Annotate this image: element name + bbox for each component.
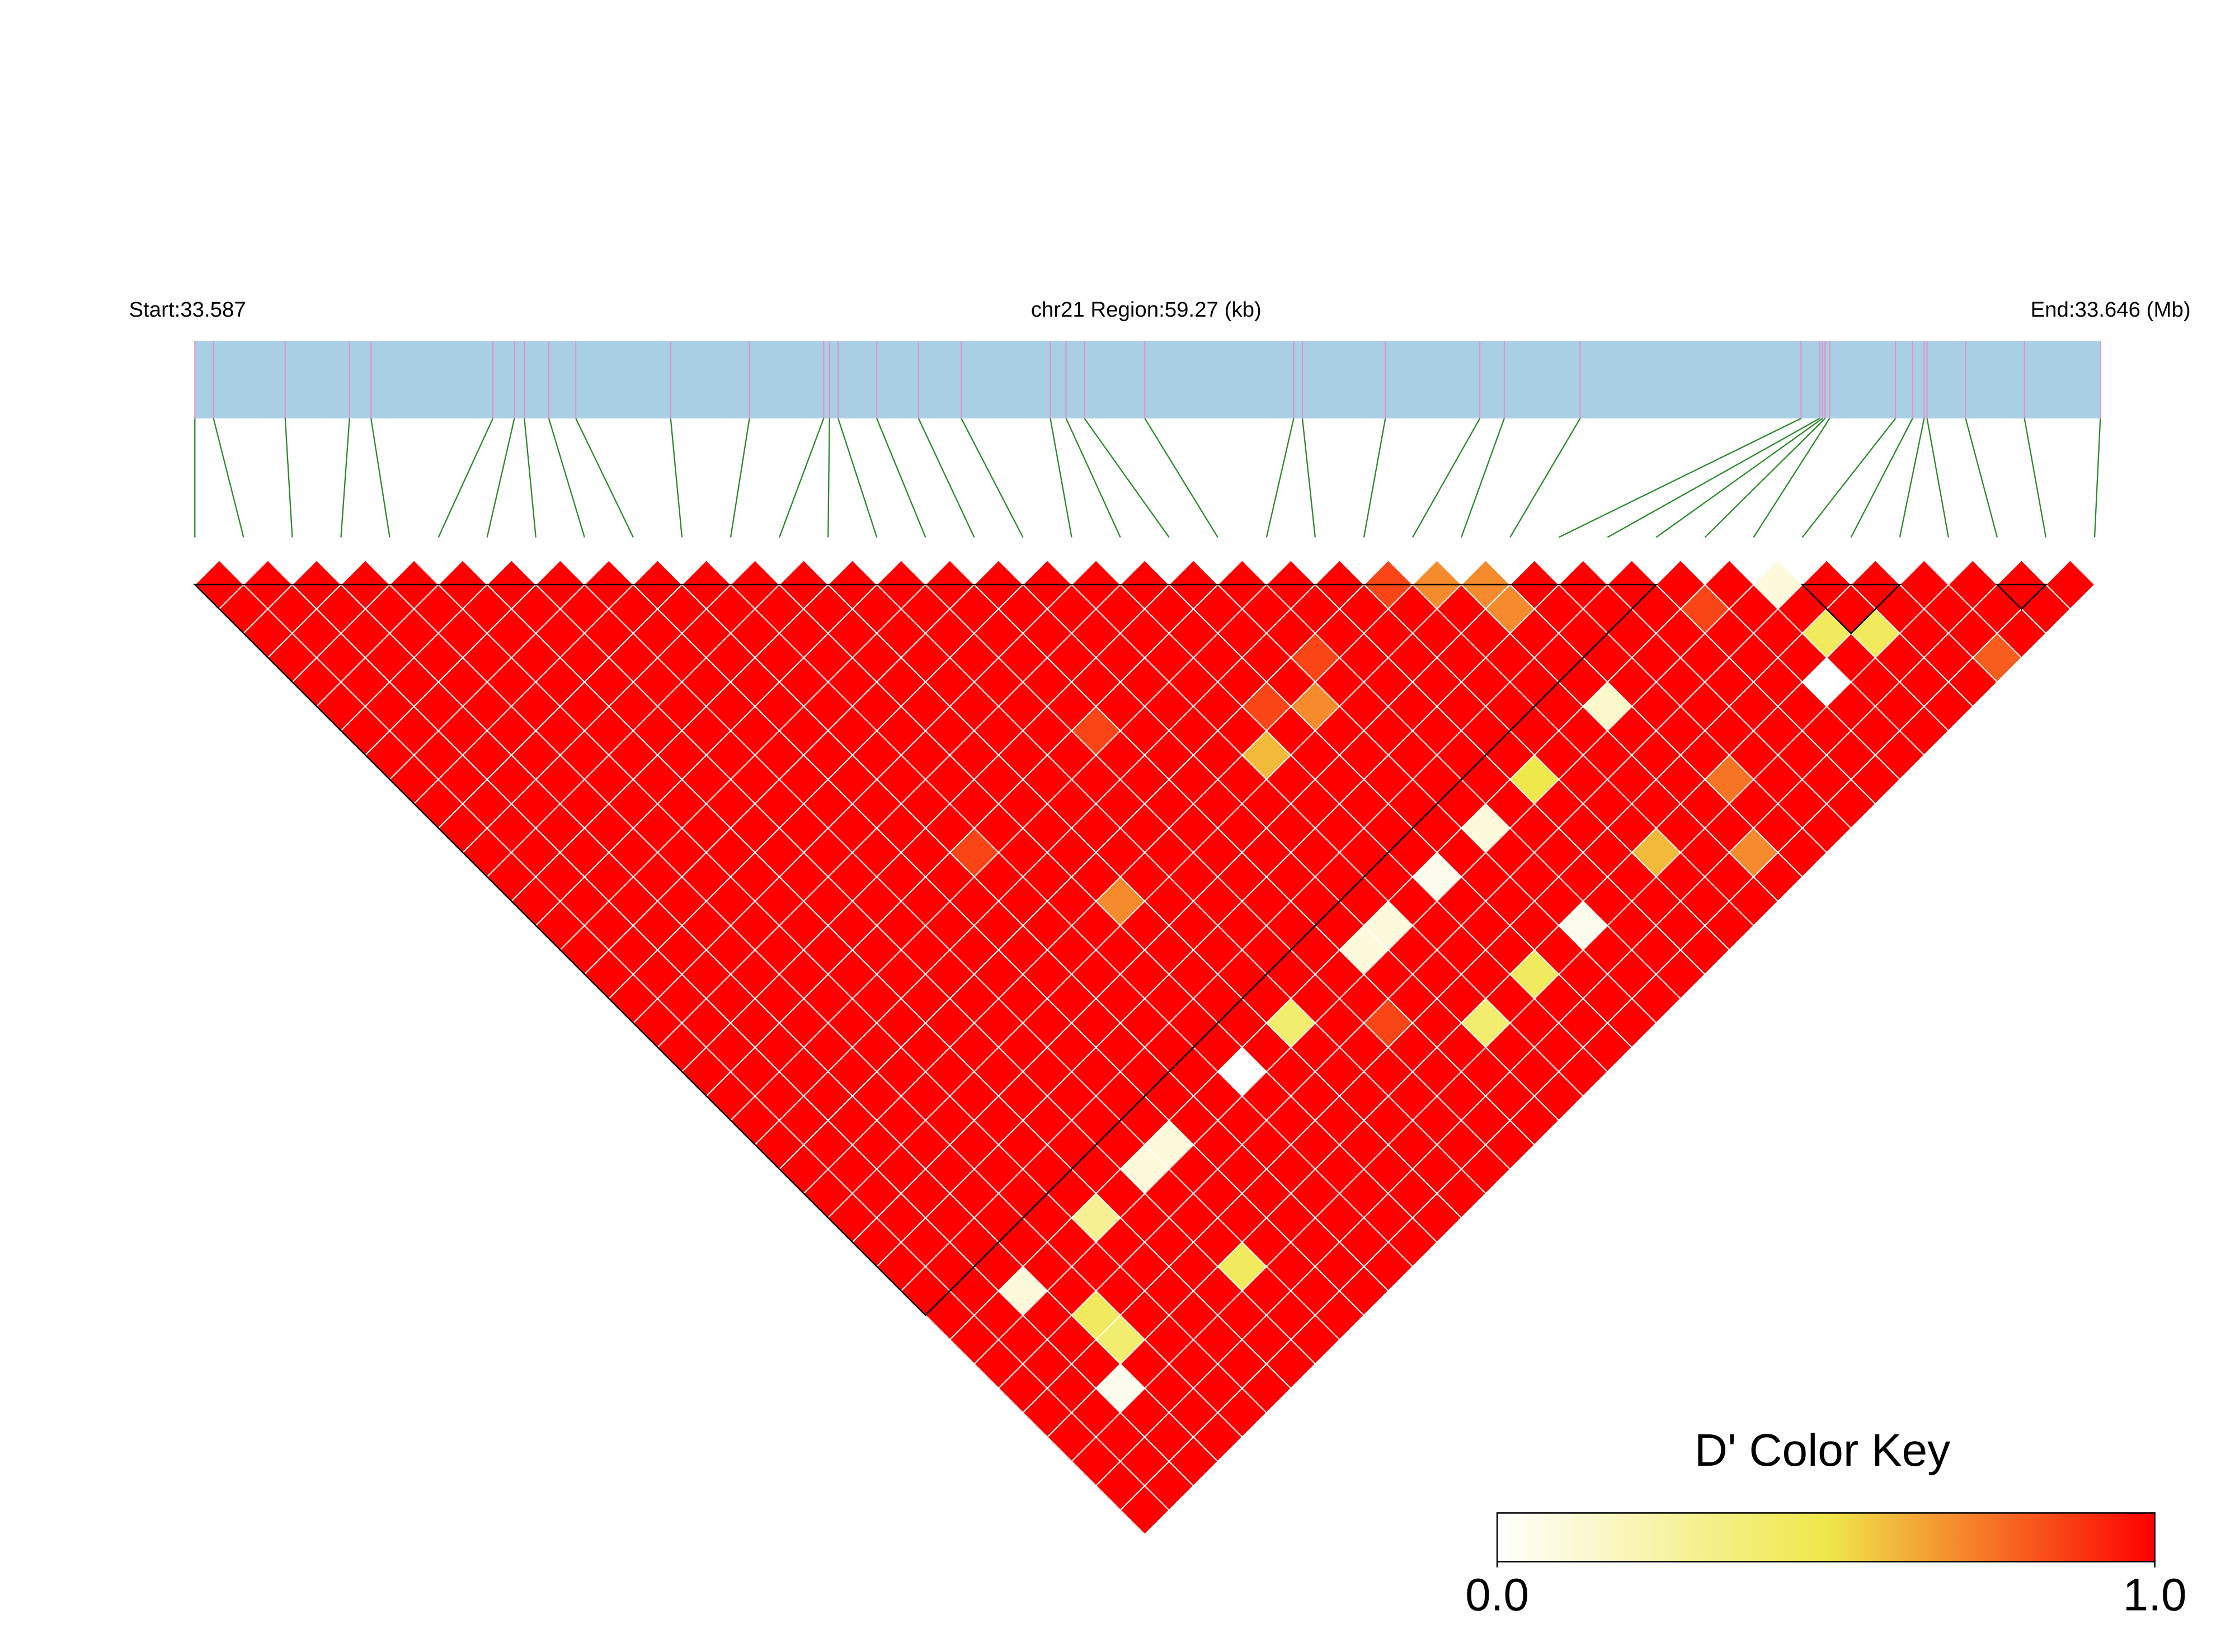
snp-connector: [1926, 418, 1949, 538]
snp-connector: [876, 418, 926, 538]
snp-connector: [1412, 418, 1481, 538]
snp-connector: [1301, 418, 1316, 538]
snp-connector: [524, 418, 537, 538]
snp-connector: [779, 418, 825, 538]
snp-connector: [437, 418, 494, 538]
snp-connector: [1899, 418, 1925, 538]
key-title: D' Color Key: [1695, 1425, 1950, 1476]
end-label: End:33.646 (Mb): [2031, 298, 2191, 322]
region-label: chr21 Region:59.27 (kb): [1031, 298, 1262, 322]
snp-connector: [2024, 418, 2047, 538]
snp-connector: [1363, 418, 1386, 538]
snp-connector: [370, 418, 390, 538]
snp-connector: [1050, 418, 1072, 538]
snp-connector: [1144, 418, 1218, 538]
ld-block: [193, 583, 1658, 1316]
snp-connector: [1607, 417, 1820, 538]
snp-connector: [1065, 418, 1121, 538]
snp-connector: [1461, 418, 1505, 538]
start-label: Start:33.587: [129, 298, 246, 322]
snp-connector: [340, 418, 350, 538]
snp-connector: [213, 418, 244, 538]
snp-connector: [2093, 418, 2101, 538]
ld-block: [1995, 583, 2048, 610]
snp-connector: [1704, 418, 1826, 538]
ld-cell: [2045, 559, 2096, 610]
snp-connector: [486, 418, 515, 538]
snp-connector: [548, 418, 585, 538]
snp-connector: [827, 418, 830, 538]
key-tick-label: 0.0: [1465, 1570, 1529, 1621]
snp-connector: [1509, 418, 1581, 538]
snp-connector: [837, 418, 878, 538]
snp-connector: [1801, 418, 1897, 538]
ld-heatmap: [194, 559, 2096, 1536]
snp-connector: [1265, 418, 1295, 538]
snp-connector: [730, 418, 750, 538]
key-tick-label: 1.0: [2123, 1570, 2187, 1621]
position-bar: [195, 341, 2101, 418]
snp-connector: [1558, 417, 1801, 538]
snp-connector: [961, 418, 1024, 538]
snp-connector: [1084, 418, 1170, 538]
snp-connector: [1753, 418, 1831, 538]
snp-connector: [575, 418, 634, 538]
snp-connector: [670, 418, 683, 538]
color-key: [1496, 1512, 2156, 1562]
snp-connector: [1850, 418, 1913, 538]
snp-connector: [284, 418, 293, 538]
snp-connector: [1965, 418, 1998, 538]
snp-connector: [1655, 417, 1823, 538]
ld-block: [1800, 583, 1902, 634]
snp-connector: [917, 418, 975, 538]
